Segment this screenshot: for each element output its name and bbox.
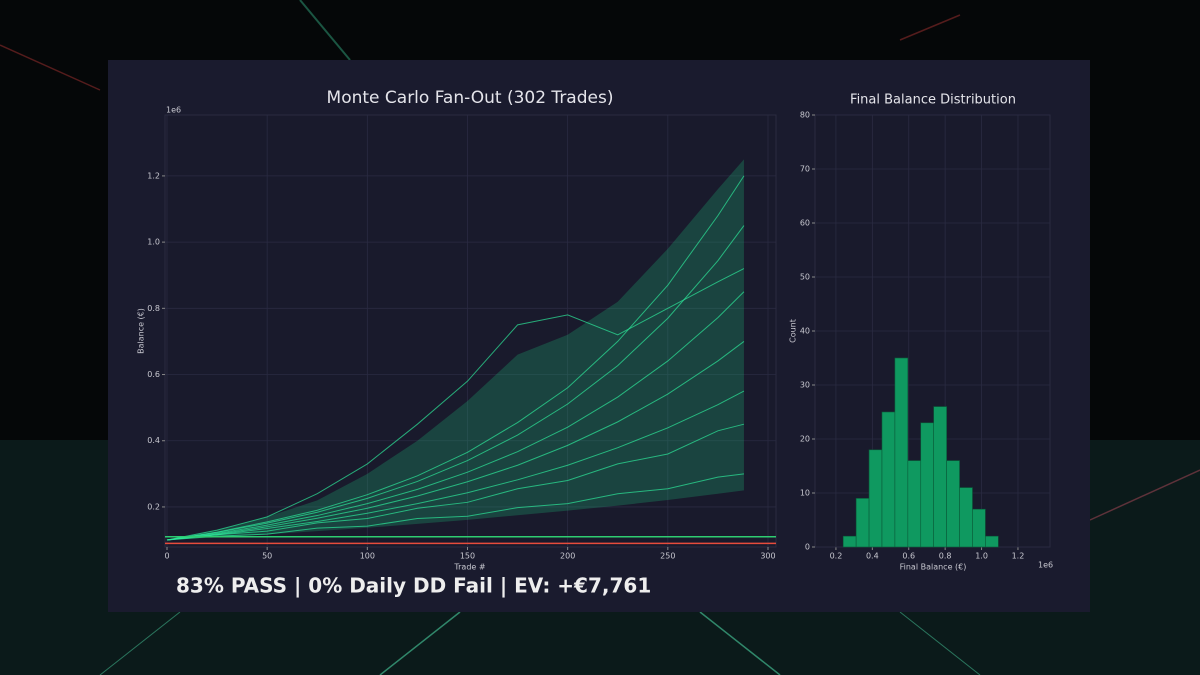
simulation-path bbox=[166, 341, 745, 541]
histogram-bar bbox=[894, 357, 909, 548]
summary-footer: 83% PASS | 0% Daily DD Fail | EV: +€7,76… bbox=[176, 574, 651, 598]
simulation-path bbox=[166, 423, 745, 541]
x-tick-label: 1.2 bbox=[1012, 552, 1025, 561]
x-tick-label: 0.6 bbox=[902, 552, 915, 561]
histogram-bar bbox=[855, 498, 870, 548]
y-tick-label: 1.2 bbox=[147, 171, 160, 180]
x-axis-label: Final Balance (€) bbox=[900, 563, 967, 572]
x-axis-label: Trade # bbox=[453, 563, 485, 572]
histogram-bar bbox=[933, 406, 947, 548]
x-tick-label: 100 bbox=[360, 552, 375, 561]
simulation-path bbox=[166, 390, 745, 541]
chart-title: Final Balance Distribution bbox=[850, 93, 1016, 108]
y-tick-label: 70 bbox=[800, 165, 810, 174]
y-tick-label: 20 bbox=[800, 435, 810, 444]
y-tick-label: 0.2 bbox=[147, 502, 160, 511]
y-tick-label: 30 bbox=[800, 381, 810, 390]
histogram-bar bbox=[946, 460, 960, 548]
y-axis-label: Count bbox=[789, 319, 798, 343]
histogram-bar bbox=[907, 460, 922, 548]
y-tick-label: 0 bbox=[805, 543, 810, 552]
simulation-path bbox=[166, 291, 745, 541]
x-tick-label: 150 bbox=[460, 552, 475, 561]
y-tick-label: 40 bbox=[800, 327, 810, 336]
offset-label: 1e6 bbox=[166, 106, 181, 115]
y-tick-label: 10 bbox=[800, 489, 810, 498]
x-tick-label: 0.4 bbox=[866, 552, 879, 561]
histogram-bar bbox=[868, 449, 883, 548]
x-tick-label: 200 bbox=[560, 552, 575, 561]
y-tick-label: 60 bbox=[800, 219, 810, 228]
x-tick-label: 50 bbox=[262, 552, 272, 561]
x-tick-label: 250 bbox=[660, 552, 675, 561]
histogram-bar bbox=[959, 487, 973, 548]
chart-title: Monte Carlo Fan-Out (302 Trades) bbox=[327, 88, 614, 108]
histogram-bar bbox=[881, 411, 896, 548]
y-tick-label: 1.0 bbox=[147, 238, 160, 247]
y-tick-label: 50 bbox=[800, 273, 810, 282]
histogram-bar bbox=[985, 535, 999, 548]
offset-label: 1e6 bbox=[1038, 561, 1053, 570]
simulation-path bbox=[166, 225, 745, 541]
y-axis-label: Balance (€) bbox=[137, 308, 146, 354]
simulation-path bbox=[166, 473, 745, 541]
x-tick-label: 0 bbox=[164, 552, 169, 561]
y-tick-label: 0.8 bbox=[147, 304, 160, 313]
fan-envelope bbox=[167, 159, 744, 541]
x-tick-label: 1.0 bbox=[975, 552, 988, 561]
simulation-path bbox=[166, 268, 745, 541]
y-tick-label: 0.4 bbox=[147, 436, 160, 445]
histogram-bar bbox=[920, 422, 934, 548]
x-tick-label: 0.2 bbox=[830, 552, 843, 561]
y-tick-label: 0.6 bbox=[147, 370, 160, 379]
x-tick-label: 0.8 bbox=[939, 552, 952, 561]
histogram-bar bbox=[842, 535, 857, 548]
x-tick-label: 300 bbox=[760, 552, 775, 561]
simulation-path bbox=[166, 175, 745, 541]
histogram-bar bbox=[972, 508, 986, 548]
y-tick-label: 80 bbox=[800, 111, 810, 120]
